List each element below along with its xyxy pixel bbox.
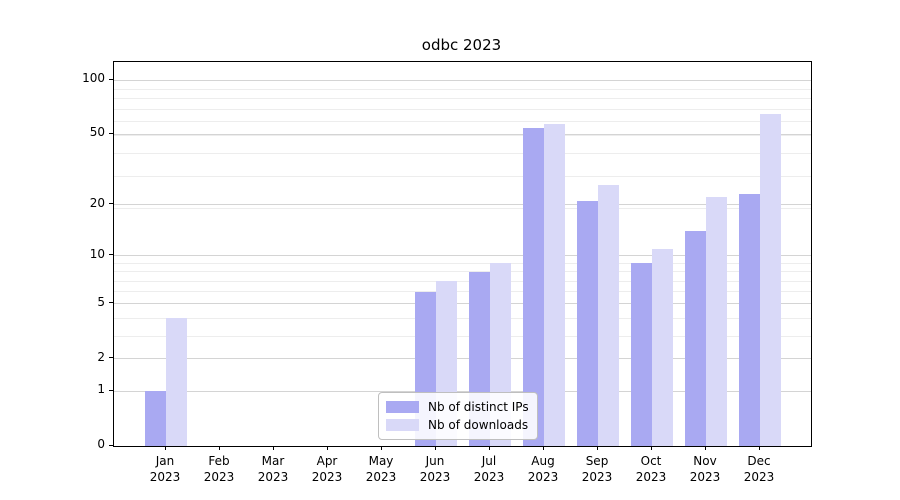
bar-nov-downloads — [706, 197, 727, 446]
y-tick-label: 50 — [89, 125, 105, 140]
x-tick-mark — [381, 446, 382, 450]
x-tick-mark — [759, 446, 760, 450]
minor-gridline — [114, 88, 811, 90]
y-tick-mark — [109, 78, 113, 80]
y-tick-mark — [109, 254, 113, 256]
x-tick-label-apr: Apr 2023 — [311, 454, 343, 484]
x-tick-label-jan: Jan 2023 — [149, 454, 181, 484]
legend-item-distinct-ips: Nb of distinct IPs — [386, 398, 529, 416]
x-tick-label-may: May 2023 — [365, 454, 397, 484]
bar-aug-distinct-ips — [523, 128, 544, 446]
x-tick-mark — [327, 446, 328, 450]
x-tick-mark — [543, 446, 544, 450]
bar-oct-distinct-ips — [631, 263, 652, 446]
legend-item-downloads: Nb of downloads — [386, 416, 528, 434]
y-tick-label: 5 — [97, 294, 105, 309]
y-tick-label: 0 — [97, 437, 105, 451]
legend-label-downloads: Nb of downloads — [428, 418, 529, 432]
x-tick-mark — [435, 446, 436, 450]
y-tick-label: 1 — [97, 382, 105, 397]
x-tick-label-sep: Sep 2023 — [581, 454, 613, 484]
x-tick-label-mar: Mar 2023 — [257, 454, 289, 484]
major-gridline — [114, 79, 811, 81]
minor-gridline — [114, 175, 811, 177]
bar-jan-downloads — [166, 318, 187, 446]
y-tick-mark — [109, 302, 113, 304]
x-tick-mark — [597, 446, 598, 450]
y-tick-mark — [109, 132, 113, 134]
y-tick-label: 20 — [89, 195, 105, 210]
legend-swatch-distinct-ips — [386, 401, 419, 413]
minor-gridline — [114, 152, 811, 154]
chart-title: odbc 2023 — [421, 36, 502, 54]
y-tick-mark — [109, 389, 113, 391]
bar-sep-distinct-ips — [577, 200, 598, 446]
x-tick-label-nov: Nov 2023 — [689, 454, 721, 484]
legend-swatch-downloads — [386, 419, 419, 431]
minor-gridline — [114, 97, 811, 99]
y-tick-label: 2 — [97, 349, 105, 364]
plot-area: Nb of distinct IPs Nb of downloads — [113, 61, 812, 447]
y-tick-mark — [109, 357, 113, 359]
legend: Nb of distinct IPs Nb of downloads — [378, 392, 538, 440]
y-tick-mark — [109, 444, 113, 446]
major-gridline — [114, 133, 811, 135]
x-tick-mark — [705, 446, 706, 450]
bar-nov-distinct-ips — [685, 231, 706, 446]
minor-gridline — [114, 135, 811, 137]
bar-sep-downloads — [598, 184, 619, 446]
x-tick-mark — [651, 446, 652, 450]
x-tick-mark — [165, 446, 166, 450]
x-tick-label-feb: Feb 2023 — [203, 454, 235, 484]
x-tick-label-jun: Jun 2023 — [419, 454, 451, 484]
bar-jan-distinct-ips — [145, 391, 166, 446]
minor-gridline — [114, 120, 811, 122]
x-tick-label-aug: Aug 2023 — [527, 454, 559, 484]
y-tick-label: 10 — [89, 246, 105, 261]
x-tick-label-dec: Dec 2023 — [743, 454, 775, 484]
bar-dec-distinct-ips — [739, 193, 760, 446]
y-tick-mark — [109, 203, 113, 205]
y-tick-label: 100 — [82, 71, 105, 85]
bar-dec-downloads — [760, 113, 781, 446]
x-tick-mark — [489, 446, 490, 450]
x-tick-label-oct: Oct 2023 — [635, 454, 667, 484]
x-tick-mark — [273, 446, 274, 450]
bar-oct-downloads — [652, 248, 673, 446]
legend-label-distinct-ips: Nb of distinct IPs — [428, 400, 529, 414]
minor-gridline — [114, 108, 811, 110]
bar-aug-downloads — [544, 124, 565, 446]
x-tick-mark — [219, 446, 220, 450]
x-tick-label-jul: Jul 2023 — [473, 454, 505, 484]
